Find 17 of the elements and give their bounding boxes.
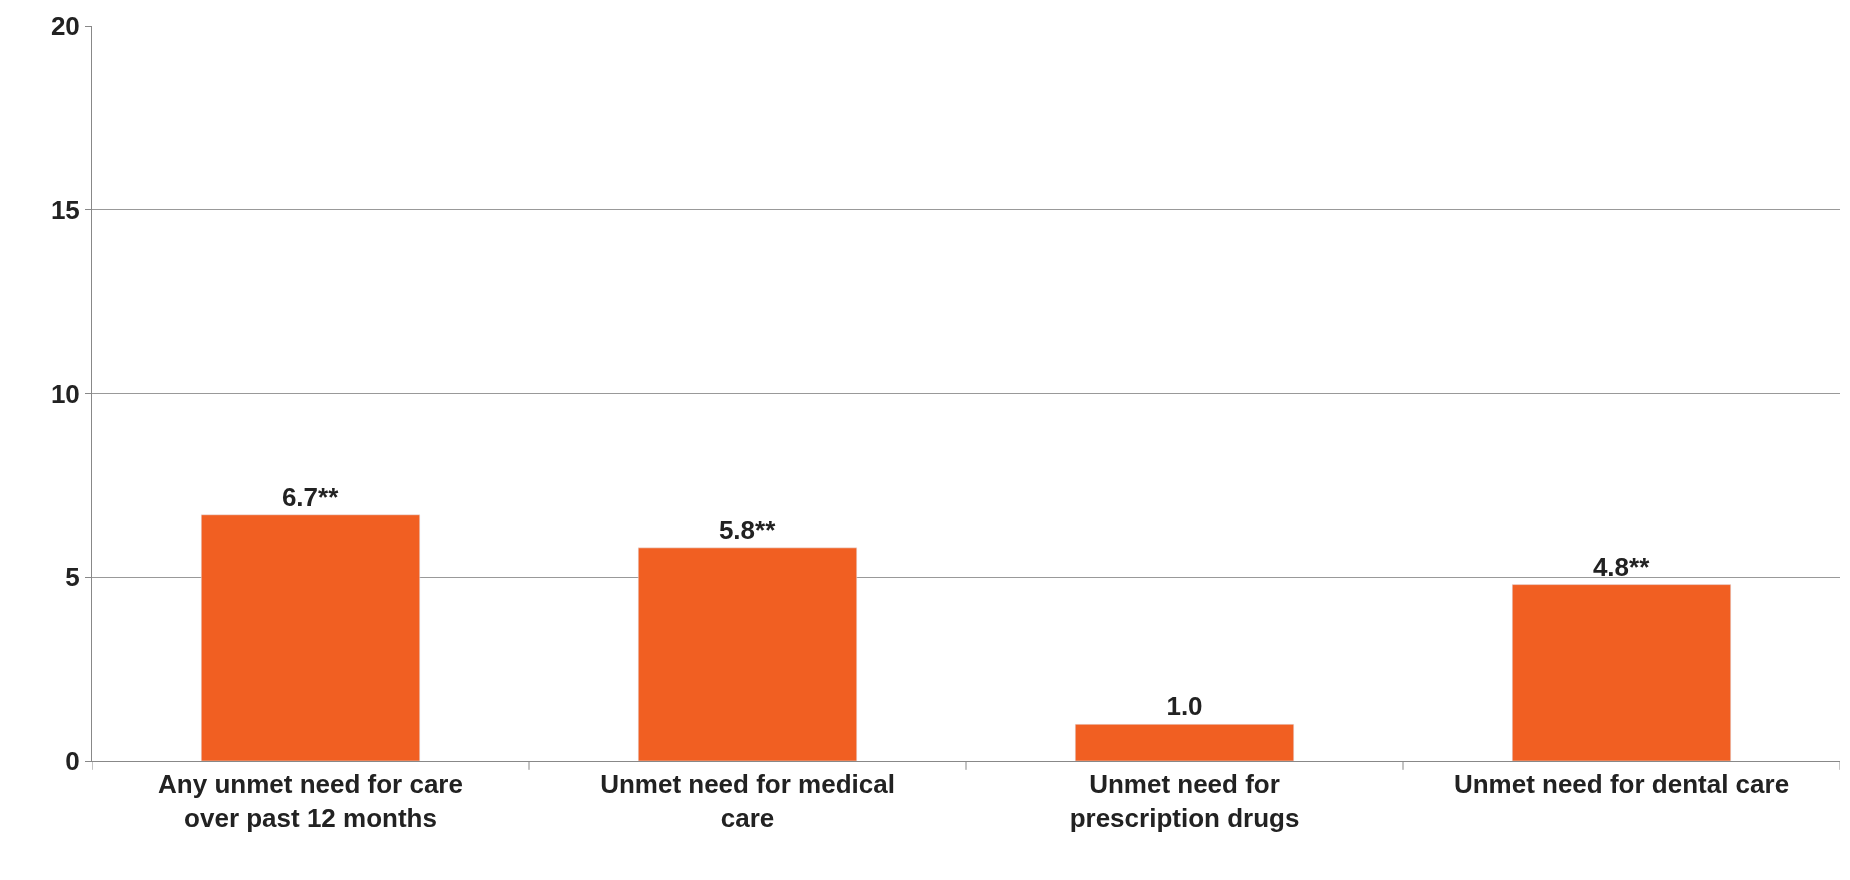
data-label: 4.8** [1592,551,1651,582]
y-tick-label: 5 [65,562,80,593]
y-tick-label: 15 [50,194,80,225]
y-tick-label: 10 [50,378,80,409]
bar [1512,584,1731,761]
bar [638,547,857,761]
data-label: 6.7** [281,481,340,512]
y-tick-label: 20 [50,11,80,42]
bar [201,514,420,761]
data-label: 1.0 [1166,691,1203,722]
x-tick-label: Unmet need for prescription drugs [1069,769,1300,833]
bar [1075,724,1294,761]
x-tick-label: Unmet need for medical care [600,769,895,833]
data-label: 5.8** [718,514,777,545]
x-tick-label: Unmet need for dental care [1453,769,1790,800]
x-tick-label: Any unmet need for care over past 12 months [158,769,463,833]
y-tick-label: 0 [65,746,80,777]
